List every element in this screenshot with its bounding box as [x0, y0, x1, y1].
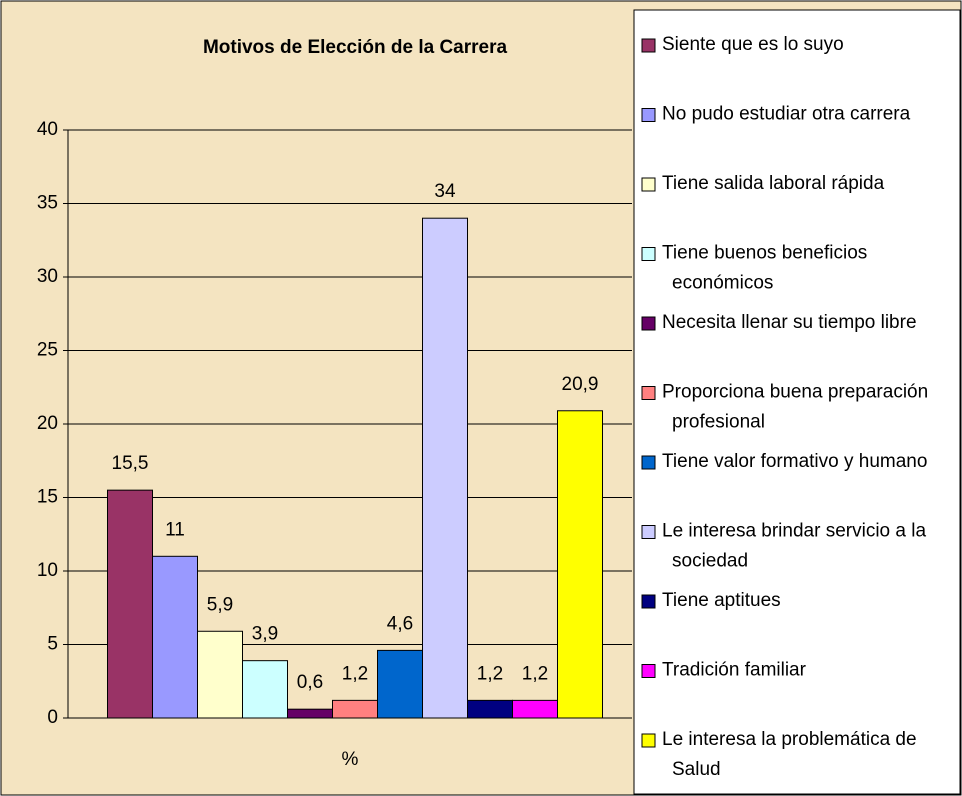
legend-box — [633, 9, 961, 795]
bar — [332, 699, 378, 719]
y-tick-label: 20 — [37, 413, 58, 434]
legend-label: Tiene valor formativo y humano — [662, 451, 927, 472]
value-label: 1,2 — [522, 663, 548, 684]
legend-swatch — [641, 594, 656, 609]
value-label: 11 — [165, 519, 185, 540]
y-tick-label: 15 — [37, 487, 58, 508]
value-label: 3,9 — [252, 624, 278, 645]
value-label: 1,2 — [477, 663, 503, 684]
bar — [197, 630, 243, 719]
value-label: 0,6 — [297, 672, 323, 693]
legend-label: Necesita llenar su tiempo libre — [662, 312, 917, 333]
legend-label: Proporciona buena preparación profesional — [662, 382, 928, 433]
y-tick-label: 35 — [37, 193, 58, 214]
legend-label: Le interesa la problemática de Salud — [662, 729, 917, 780]
y-tick-label: 25 — [37, 340, 58, 361]
legend-swatch — [641, 664, 656, 678]
bar — [152, 555, 198, 719]
legend-swatch — [641, 108, 656, 122]
bar — [242, 660, 288, 719]
legend-label: Tiene buenos beneficios económicos — [662, 243, 867, 294]
legend-swatch — [641, 247, 656, 261]
bar — [512, 699, 558, 719]
bar — [422, 217, 468, 719]
value-label: 4,6 — [387, 613, 413, 634]
legend-swatch — [641, 316, 656, 331]
legend-swatch — [641, 733, 656, 748]
x-tick-label: % — [342, 749, 359, 770]
legend-label: No pudo estudiar otra carrera — [662, 104, 911, 125]
legend-label: Siente que es lo suyo — [662, 34, 844, 55]
y-tick-label: 10 — [37, 560, 58, 581]
legend-swatch — [641, 525, 656, 539]
value-label: 1,2 — [342, 663, 368, 684]
legend-swatch — [641, 177, 656, 192]
bar — [377, 649, 423, 719]
bar — [467, 699, 513, 719]
value-label: 5,9 — [207, 594, 233, 615]
legend-swatch — [641, 38, 656, 53]
value-label: 34 — [434, 181, 456, 202]
y-tick-label: 30 — [37, 266, 58, 287]
legend-label: Tradición familiar — [662, 660, 807, 681]
value-label: 20,9 — [562, 374, 599, 395]
bar — [107, 489, 153, 719]
y-tick-label: 0 — [47, 707, 58, 728]
y-tick-label: 40 — [37, 119, 58, 140]
value-label: 15,5 — [112, 453, 149, 474]
chart-title: Motivos de Elección de la Carrera — [203, 37, 508, 58]
legend-swatch — [641, 386, 656, 400]
bar — [287, 708, 333, 719]
bar — [557, 410, 603, 719]
legend-swatch — [641, 455, 656, 470]
legend-label: Tiene salida laboral rápida — [662, 173, 885, 194]
legend-label: Tiene aptitues — [662, 590, 781, 611]
legend-label: Le interesa brindar servicio a la socieda… — [662, 521, 926, 572]
y-tick-label: 5 — [47, 634, 58, 655]
